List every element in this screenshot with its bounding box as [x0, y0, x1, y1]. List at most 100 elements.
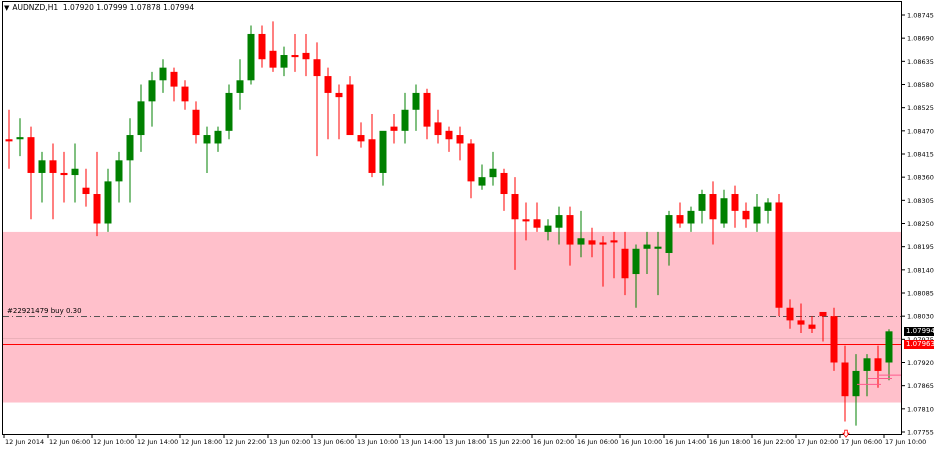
candle	[203, 126, 211, 173]
buy-arrow-icon[interactable]	[842, 429, 850, 438]
candle	[390, 113, 398, 144]
candle	[885, 329, 893, 381]
candle-body	[698, 194, 706, 211]
candle	[654, 231, 662, 296]
price-tick-label: 1.07975	[907, 336, 934, 344]
candle-body	[137, 101, 145, 136]
price-tick-label: 1.08745	[907, 12, 934, 20]
candle-body	[478, 177, 486, 186]
candle	[214, 126, 222, 152]
candle	[302, 33, 310, 77]
candle	[5, 109, 13, 169]
candle-body	[104, 181, 112, 224]
candle-body	[797, 320, 805, 325]
price-tick-label: 1.08305	[907, 197, 934, 205]
candle	[236, 59, 244, 110]
candle-body	[302, 52, 310, 60]
candle	[291, 33, 299, 72]
candle	[38, 151, 46, 203]
candle-body	[731, 194, 739, 211]
candle-body	[236, 80, 244, 93]
candle-body	[753, 206, 761, 224]
candle-body	[632, 248, 640, 275]
candle-body	[38, 160, 46, 173]
order-line-label[interactable]: #22921479 buy 0.30	[7, 307, 82, 315]
candle-body	[368, 139, 376, 173]
candle	[93, 151, 101, 237]
candle-body	[830, 316, 838, 363]
time-tick-label: 13 Jun 06:00	[313, 438, 354, 446]
candle	[82, 168, 90, 207]
candle	[852, 354, 860, 426]
price-tick-label: 1.08140	[907, 266, 934, 274]
candle	[412, 84, 420, 131]
ohlc-values: 1.07920 1.07999 1.07878 1.07994	[62, 3, 195, 12]
candle-body	[841, 362, 849, 397]
candle-body	[885, 331, 893, 363]
candle	[522, 202, 530, 241]
candle	[170, 67, 178, 102]
price-tick-label: 1.07810	[907, 405, 934, 413]
candle-body	[566, 215, 574, 245]
price-tick-label: 1.08580	[907, 81, 934, 89]
candle	[434, 109, 442, 144]
candle-body	[5, 139, 13, 142]
candle-body	[379, 130, 387, 173]
symbol-timeframe: AUDNZD,H1	[12, 3, 59, 12]
candle-body	[126, 135, 134, 161]
candle-body	[456, 135, 464, 144]
candle-body	[170, 71, 178, 87]
candle	[533, 202, 541, 232]
time-tick-label: 17 Jun 06:00	[841, 438, 882, 446]
candle	[621, 231, 629, 296]
candle-body	[346, 84, 354, 136]
candle-body	[500, 172, 508, 195]
candle-body	[71, 168, 79, 176]
candle-body	[93, 194, 101, 224]
candle	[49, 143, 57, 220]
bid-price-tag: 1.07963	[904, 339, 934, 349]
candle	[830, 307, 838, 371]
candle-body	[775, 202, 783, 308]
time-tick-label: 16 Jun 22:00	[753, 438, 794, 446]
time-tick-label: 17 Jun 10:00	[885, 438, 926, 446]
candle-body	[192, 109, 200, 136]
candle-body	[214, 130, 222, 144]
candle	[71, 143, 79, 203]
candle-body	[412, 92, 420, 110]
candle	[544, 219, 552, 241]
caret-down-icon: ▼	[4, 4, 10, 12]
candle	[16, 118, 24, 157]
price-tick-label: 1.08470	[907, 127, 934, 135]
candle	[599, 236, 607, 287]
time-tick-label: 12 Jun 2014	[5, 438, 44, 446]
candle-body	[665, 215, 673, 253]
candle	[104, 168, 112, 232]
last-price-tag: 1.07994	[904, 326, 934, 336]
candle-body	[49, 160, 57, 173]
time-tick-label: 15 Jun 22:00	[489, 438, 530, 446]
candle-body	[852, 370, 860, 397]
candle-body	[401, 109, 409, 131]
candle-body	[445, 130, 453, 140]
candle	[181, 80, 189, 110]
candle	[731, 185, 739, 228]
time-tick-label: 16 Jun 18:00	[709, 438, 750, 446]
candle-body	[555, 215, 563, 228]
candle	[467, 139, 475, 199]
candle	[258, 25, 266, 68]
time-tick-label: 16 Jun 06:00	[577, 438, 618, 446]
candle	[357, 122, 365, 148]
candle-body	[258, 33, 266, 60]
candle	[764, 198, 772, 224]
time-tick-label: 13 Jun 14:00	[401, 438, 442, 446]
candle	[225, 84, 233, 140]
time-tick-label: 17 Jun 02:00	[797, 438, 838, 446]
candle	[665, 210, 673, 266]
candle	[610, 231, 618, 279]
candle-body	[181, 86, 189, 102]
candle-body	[610, 240, 618, 243]
candle-body	[390, 126, 398, 131]
price-tick-label: 1.07865	[907, 382, 934, 390]
